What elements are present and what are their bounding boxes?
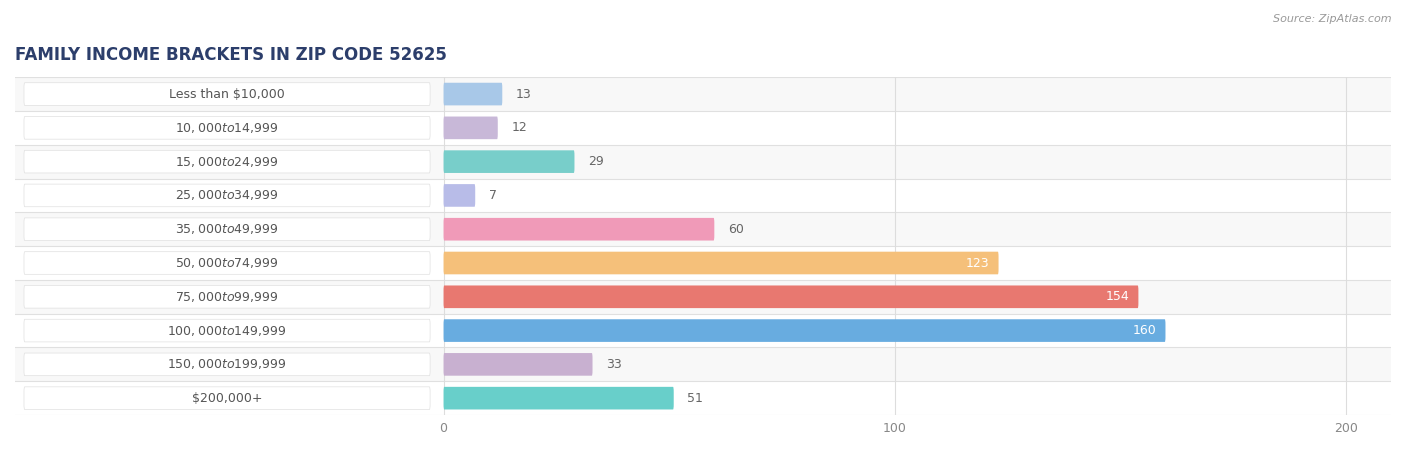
Text: $200,000+: $200,000+ xyxy=(191,392,263,405)
Text: 160: 160 xyxy=(1133,324,1156,337)
Bar xyxy=(15,314,1391,347)
Text: 7: 7 xyxy=(489,189,496,202)
Text: 51: 51 xyxy=(688,392,703,405)
FancyBboxPatch shape xyxy=(24,353,430,376)
Bar xyxy=(15,212,1391,246)
Text: $25,000 to $34,999: $25,000 to $34,999 xyxy=(176,189,278,202)
FancyBboxPatch shape xyxy=(443,285,1139,308)
Text: $15,000 to $24,999: $15,000 to $24,999 xyxy=(176,155,278,169)
Text: 13: 13 xyxy=(516,88,531,100)
Bar xyxy=(15,347,1391,381)
Bar xyxy=(15,280,1391,314)
Text: $35,000 to $49,999: $35,000 to $49,999 xyxy=(176,222,278,236)
Bar xyxy=(15,77,1391,111)
Text: $100,000 to $149,999: $100,000 to $149,999 xyxy=(167,324,287,338)
FancyBboxPatch shape xyxy=(24,218,430,241)
Text: 29: 29 xyxy=(588,155,603,168)
Text: Less than $10,000: Less than $10,000 xyxy=(169,88,285,100)
FancyBboxPatch shape xyxy=(443,83,502,105)
FancyBboxPatch shape xyxy=(443,150,575,173)
Text: 60: 60 xyxy=(728,223,744,236)
FancyBboxPatch shape xyxy=(24,387,430,410)
Text: $75,000 to $99,999: $75,000 to $99,999 xyxy=(176,290,278,304)
Text: $150,000 to $199,999: $150,000 to $199,999 xyxy=(167,357,287,371)
FancyBboxPatch shape xyxy=(24,83,430,105)
Text: 154: 154 xyxy=(1105,290,1129,303)
FancyBboxPatch shape xyxy=(24,184,430,207)
Text: Source: ZipAtlas.com: Source: ZipAtlas.com xyxy=(1274,14,1392,23)
Text: FAMILY INCOME BRACKETS IN ZIP CODE 52625: FAMILY INCOME BRACKETS IN ZIP CODE 52625 xyxy=(15,46,447,64)
Bar xyxy=(15,111,1391,145)
Bar xyxy=(15,145,1391,179)
FancyBboxPatch shape xyxy=(443,184,475,207)
Text: $50,000 to $74,999: $50,000 to $74,999 xyxy=(176,256,278,270)
FancyBboxPatch shape xyxy=(443,353,592,376)
Bar xyxy=(15,246,1391,280)
FancyBboxPatch shape xyxy=(24,252,430,274)
FancyBboxPatch shape xyxy=(24,285,430,308)
FancyBboxPatch shape xyxy=(443,387,673,410)
FancyBboxPatch shape xyxy=(443,252,998,274)
Text: 33: 33 xyxy=(606,358,621,371)
Text: $10,000 to $14,999: $10,000 to $14,999 xyxy=(176,121,278,135)
FancyBboxPatch shape xyxy=(24,319,430,342)
Bar xyxy=(15,179,1391,212)
FancyBboxPatch shape xyxy=(24,150,430,173)
FancyBboxPatch shape xyxy=(443,117,498,139)
FancyBboxPatch shape xyxy=(24,117,430,139)
Text: 12: 12 xyxy=(512,122,527,135)
Text: 123: 123 xyxy=(966,256,990,270)
FancyBboxPatch shape xyxy=(443,319,1166,342)
Bar xyxy=(15,381,1391,415)
FancyBboxPatch shape xyxy=(443,218,714,241)
